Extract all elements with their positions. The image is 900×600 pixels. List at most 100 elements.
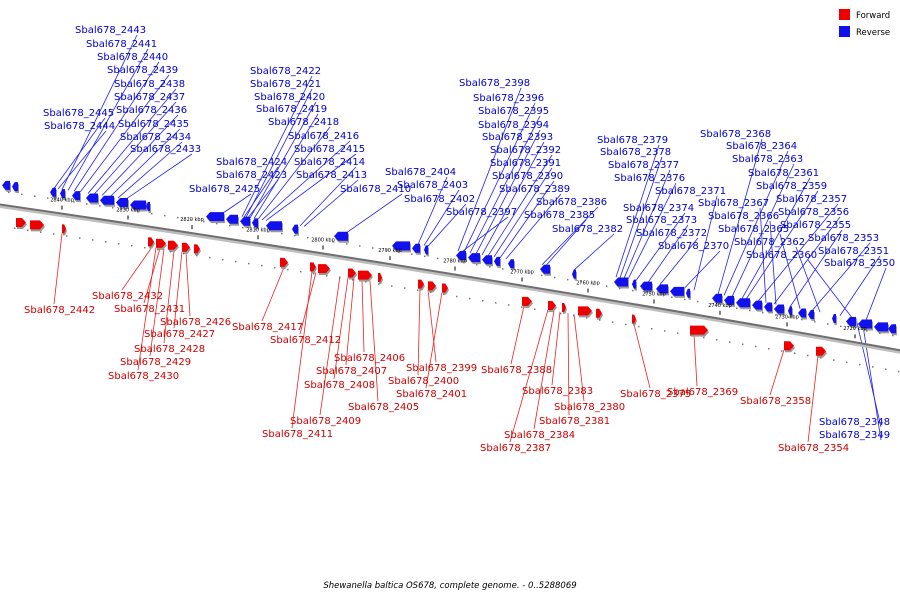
minor-dot bbox=[261, 264, 263, 267]
reverse-gene-arrow bbox=[146, 201, 150, 211]
minor-dot bbox=[105, 241, 107, 243]
tick-label: 2740 kbp bbox=[708, 303, 732, 309]
minor-dot bbox=[60, 199, 62, 201]
gene-label: Sbal678_2372 bbox=[636, 228, 707, 239]
minor-dot bbox=[612, 321, 614, 323]
minor-dot bbox=[196, 254, 198, 257]
leader-line bbox=[567, 313, 570, 416]
reverse-gene-arrow bbox=[2, 180, 10, 190]
leader-line bbox=[633, 324, 651, 389]
reverse-gene-arrow bbox=[670, 286, 684, 296]
minor-dot bbox=[729, 341, 731, 343]
gene-label: Sbal678_2357 bbox=[776, 194, 847, 205]
minor-dot bbox=[8, 191, 10, 194]
leader-line bbox=[345, 193, 403, 234]
minor-dot bbox=[268, 230, 270, 233]
minor-dot bbox=[417, 289, 419, 291]
gene-label: Sbal678_2353 bbox=[808, 233, 879, 244]
gene-label: Sbal678_2409 bbox=[290, 416, 361, 427]
leader-line bbox=[423, 189, 460, 246]
leader-line bbox=[839, 255, 881, 316]
leader-line bbox=[261, 267, 285, 322]
leader-line bbox=[855, 318, 882, 428]
forward-gene-arrow bbox=[182, 242, 190, 252]
leader-line bbox=[257, 126, 331, 220]
leader-line bbox=[545, 219, 587, 266]
minor-dot bbox=[47, 197, 49, 199]
reverse-gene-arrow bbox=[846, 317, 856, 327]
leader-line bbox=[789, 229, 843, 308]
tick-label: 2760 kbp bbox=[576, 280, 600, 286]
reverse-gene-arrow bbox=[808, 310, 814, 320]
leader-line bbox=[499, 180, 555, 259]
gene-label: Sbal678_2375 bbox=[620, 389, 691, 400]
gene-label: Sbal678_2429 bbox=[120, 357, 191, 368]
gene-label: Sbal678_2437 bbox=[114, 92, 185, 103]
forward-gene-arrow bbox=[194, 244, 200, 254]
gene-label: Sbal678_2355 bbox=[780, 220, 851, 231]
leader-line bbox=[493, 167, 553, 258]
gene-label: Sbal678_2389 bbox=[499, 184, 570, 195]
gene-label: Sbal678_2398 bbox=[459, 78, 530, 89]
minor-dot bbox=[333, 241, 335, 243]
leader-line bbox=[79, 74, 170, 193]
minor-dot bbox=[229, 224, 231, 227]
forward-gene-arrow bbox=[578, 306, 592, 316]
reverse-gene-arrow bbox=[424, 245, 428, 255]
minor-dot bbox=[684, 298, 686, 301]
gene-label: Sbal678_2418 bbox=[268, 117, 339, 128]
gene-label: Sbal678_2360 bbox=[746, 250, 817, 261]
axis-line bbox=[0, 203, 900, 352]
minor-dot bbox=[645, 292, 647, 294]
legend: Forward Reverse bbox=[839, 9, 890, 38]
gene-label: Sbal678_2381 bbox=[539, 416, 610, 427]
reverse-gene-arrow bbox=[266, 221, 282, 231]
minor-dot bbox=[508, 304, 510, 306]
gene-label: Sbal678_2354 bbox=[778, 443, 849, 454]
minor-dot bbox=[118, 243, 120, 245]
minor-dot bbox=[40, 231, 42, 233]
reverse-gene-arrow bbox=[72, 191, 80, 201]
gene-label: Sbal678_2348 bbox=[819, 417, 890, 428]
minor-dot bbox=[281, 232, 283, 235]
minor-dot bbox=[339, 277, 341, 279]
gene-label: Sbal678_2378 bbox=[600, 147, 671, 158]
minor-dot bbox=[814, 321, 816, 323]
minor-dot bbox=[320, 238, 322, 241]
reverse-gene-arrow bbox=[292, 224, 298, 234]
minor-dot bbox=[131, 244, 133, 247]
gene-label: Sbal678_2373 bbox=[626, 215, 697, 226]
reverse-gene-arrow bbox=[100, 195, 114, 205]
minor-dot bbox=[554, 276, 556, 279]
minor-dot bbox=[183, 252, 185, 255]
minor-dot bbox=[443, 293, 445, 296]
reverse-gene-arrow bbox=[686, 288, 690, 298]
tick-label: 2770 kbp bbox=[510, 270, 534, 276]
minor-dot bbox=[307, 236, 309, 239]
minor-dot bbox=[112, 207, 114, 209]
minor-dot bbox=[424, 255, 426, 258]
minor-dot bbox=[385, 249, 387, 251]
gene-label: Sbal678_2383 bbox=[522, 386, 593, 397]
gene-label: Sbal678_2439 bbox=[107, 65, 178, 76]
gene-label: Sbal678_2394 bbox=[478, 120, 549, 131]
minor-dot bbox=[859, 363, 861, 366]
reverse-gene-arrow bbox=[788, 306, 792, 316]
gene-label: Sbal678_2421 bbox=[250, 79, 321, 90]
gene-label: Sbal678_2365 bbox=[718, 224, 789, 235]
minor-dot bbox=[359, 245, 361, 247]
gene-label: Sbal678_2368 bbox=[700, 129, 771, 140]
tick-label: 2810 kbp bbox=[246, 227, 270, 233]
minor-dot bbox=[697, 300, 699, 303]
forward-gene-arrow bbox=[318, 264, 330, 274]
forward-gene-arrow bbox=[632, 314, 636, 324]
gene-label: Sbal678_2442 bbox=[24, 305, 95, 316]
minor-dot bbox=[606, 285, 608, 287]
leader-line bbox=[53, 233, 63, 305]
minor-dot bbox=[255, 228, 257, 231]
minor-dot bbox=[723, 305, 725, 307]
leader-line bbox=[291, 271, 313, 429]
forward-gene-arrow bbox=[428, 281, 436, 291]
reverse-gene-arrow bbox=[764, 302, 772, 312]
reverse-gene-arrow bbox=[412, 243, 420, 253]
